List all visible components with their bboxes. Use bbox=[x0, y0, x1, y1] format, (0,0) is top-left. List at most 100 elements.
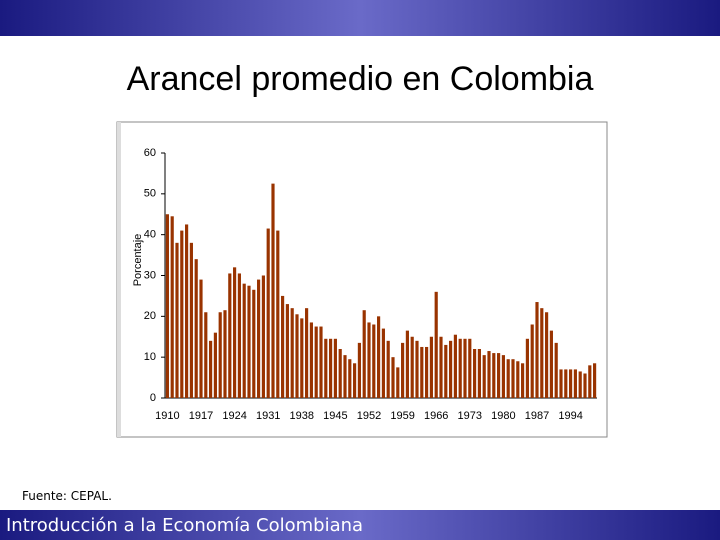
bar bbox=[521, 363, 525, 398]
bar bbox=[530, 324, 534, 398]
bar bbox=[309, 322, 313, 398]
bar bbox=[578, 371, 582, 398]
bar bbox=[247, 285, 251, 398]
bar bbox=[593, 363, 597, 398]
bar bbox=[401, 342, 405, 398]
bar bbox=[415, 340, 419, 398]
bar bbox=[281, 295, 285, 398]
bar bbox=[300, 318, 304, 398]
x-tick-label: 1952 bbox=[357, 410, 381, 422]
bar bbox=[333, 338, 337, 398]
bar bbox=[209, 340, 213, 398]
bar bbox=[295, 314, 299, 398]
x-tick-label: 1931 bbox=[256, 410, 280, 422]
bar bbox=[324, 338, 328, 398]
bar bbox=[305, 308, 309, 398]
x-tick-label: 1917 bbox=[189, 410, 213, 422]
bar bbox=[185, 224, 189, 398]
chart-frame bbox=[116, 121, 608, 438]
bar bbox=[458, 338, 462, 398]
bar bbox=[271, 183, 275, 398]
bar bbox=[497, 353, 501, 398]
bar bbox=[501, 355, 505, 398]
bar bbox=[348, 359, 352, 398]
bar bbox=[492, 353, 496, 398]
bar bbox=[386, 340, 390, 398]
bar bbox=[319, 326, 323, 398]
footer-band bbox=[0, 510, 720, 540]
x-tick-label: 1987 bbox=[525, 410, 549, 422]
y-tick-label: 10 bbox=[144, 351, 156, 363]
bar bbox=[357, 342, 361, 398]
bar bbox=[372, 324, 376, 398]
bar bbox=[353, 363, 357, 398]
bar bbox=[223, 310, 227, 398]
x-tick-label: 1980 bbox=[491, 410, 515, 422]
bar bbox=[261, 275, 265, 398]
bar bbox=[314, 326, 318, 398]
bar bbox=[175, 242, 179, 398]
bar bbox=[444, 344, 448, 398]
x-tick-label: 1910 bbox=[155, 410, 179, 422]
bar bbox=[343, 355, 347, 398]
bar bbox=[252, 289, 256, 398]
bar bbox=[170, 216, 174, 398]
bar bbox=[329, 338, 333, 398]
bar bbox=[516, 361, 520, 398]
bar bbox=[506, 359, 510, 398]
x-tick-label: 1924 bbox=[222, 410, 246, 422]
bar bbox=[233, 267, 237, 398]
y-tick-label: 50 bbox=[144, 188, 156, 200]
bar bbox=[391, 357, 395, 398]
bar bbox=[559, 369, 563, 398]
y-tick-label: 40 bbox=[144, 229, 156, 241]
x-tick-label: 1959 bbox=[390, 410, 414, 422]
footer-text: Introducción a la Economía Colombiana bbox=[6, 515, 364, 536]
bar bbox=[377, 316, 381, 398]
y-tick-label: 0 bbox=[150, 392, 156, 404]
header-band bbox=[0, 0, 720, 36]
bar bbox=[381, 328, 385, 398]
bar bbox=[228, 273, 232, 398]
bar bbox=[549, 330, 553, 398]
x-tick-label: 1945 bbox=[323, 410, 347, 422]
bar bbox=[285, 304, 289, 398]
bar bbox=[165, 214, 169, 398]
bar bbox=[569, 369, 573, 398]
bar bbox=[449, 340, 453, 398]
bar bbox=[545, 312, 549, 398]
bar bbox=[463, 338, 467, 398]
chart-frame-edge bbox=[117, 122, 121, 437]
y-tick-label: 60 bbox=[144, 147, 156, 159]
bar bbox=[218, 312, 222, 398]
bar bbox=[180, 230, 184, 398]
bar bbox=[588, 365, 592, 398]
bar bbox=[453, 334, 457, 398]
y-tick-label: 30 bbox=[144, 269, 156, 281]
source-note: Fuente: CEPAL. bbox=[22, 489, 112, 503]
bar bbox=[199, 279, 203, 398]
bar bbox=[189, 242, 193, 398]
bar bbox=[405, 330, 409, 398]
bar bbox=[473, 349, 477, 398]
bar bbox=[583, 373, 587, 398]
bar bbox=[535, 302, 539, 398]
y-axis-label: Porcentaje bbox=[132, 234, 144, 287]
bar bbox=[477, 349, 481, 398]
bar bbox=[439, 336, 443, 398]
bar bbox=[237, 273, 241, 398]
bar bbox=[410, 336, 414, 398]
bar bbox=[276, 230, 280, 398]
bar bbox=[290, 308, 294, 398]
bar bbox=[213, 332, 217, 398]
y-tick-label: 20 bbox=[144, 310, 156, 322]
bar bbox=[429, 336, 433, 398]
bar bbox=[242, 283, 246, 398]
bar bbox=[525, 338, 529, 398]
bar bbox=[266, 228, 270, 398]
bar bbox=[434, 291, 438, 398]
x-tick-label: 1973 bbox=[458, 410, 482, 422]
bar bbox=[487, 351, 491, 398]
bar bbox=[511, 359, 515, 398]
